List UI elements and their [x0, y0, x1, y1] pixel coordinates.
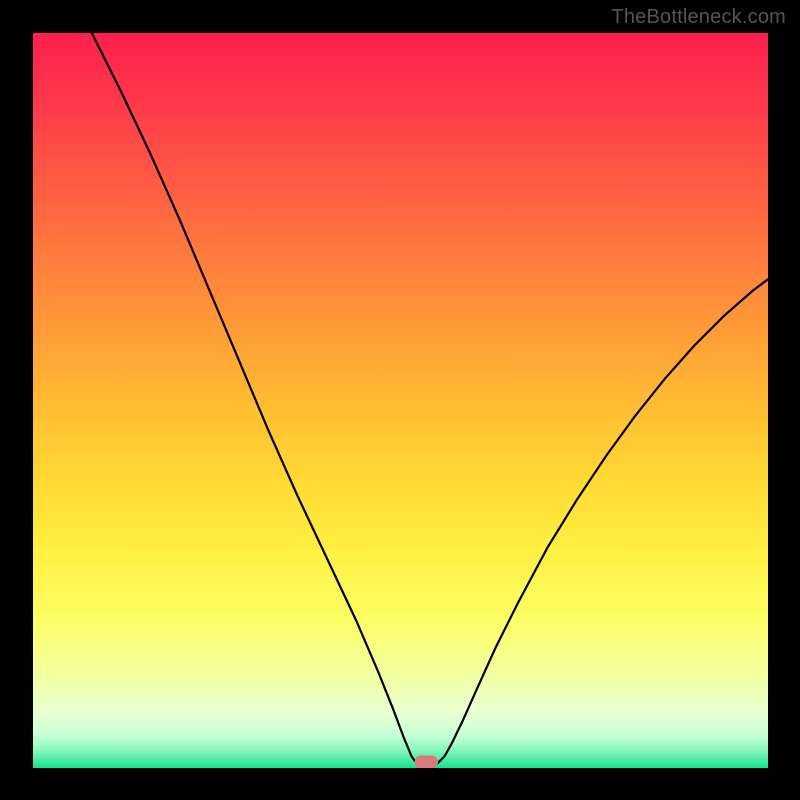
watermark-text: TheBottleneck.com	[611, 6, 786, 29]
bottleneck-chart	[0, 0, 800, 800]
chart-container: TheBottleneck.com	[0, 0, 800, 800]
optimal-point-marker	[414, 756, 438, 769]
gradient-background	[33, 33, 768, 768]
